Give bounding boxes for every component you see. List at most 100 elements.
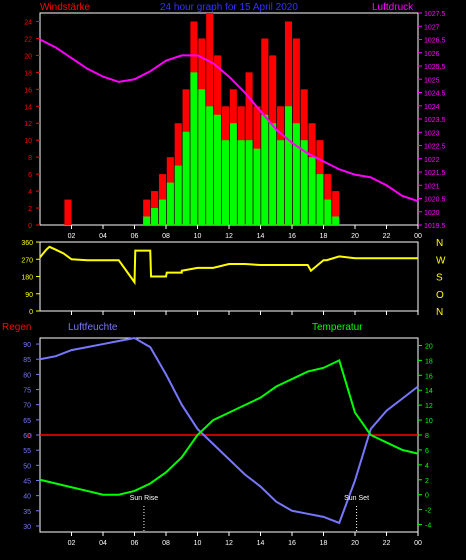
pressure-tick-label: 1025.5 — [424, 64, 446, 71]
direction-tick-label: 360 — [21, 240, 33, 247]
humidity-tick-label: 80 — [23, 372, 31, 379]
wind-average-bar — [166, 182, 174, 225]
x-tick-label: 12 — [225, 233, 233, 240]
pressure-tick-label: 1021.5 — [424, 170, 446, 177]
temperature-axis-title: Temperatur — [312, 322, 363, 333]
wind-average-bar — [253, 148, 261, 225]
pressure-tick-label: 1026 — [424, 51, 440, 58]
wind-tick-label: 18 — [24, 70, 32, 77]
humidity-tick-label: 65 — [23, 418, 31, 425]
temperature-tick-label: 14 — [425, 388, 433, 395]
pressure-tick-label: 1023.5 — [424, 117, 446, 124]
humidity-tick-label: 85 — [23, 357, 31, 364]
pressure-tick-label: 1022 — [424, 157, 440, 164]
humidity-tick-label: 35 — [23, 509, 31, 516]
wind-average-bar — [143, 216, 151, 225]
wind-average-bar — [229, 123, 237, 225]
pressure-tick-label: 1020 — [424, 210, 440, 217]
pressure-line — [39, 38, 419, 203]
compass-label: S — [436, 273, 443, 284]
wind-average-bar — [308, 157, 316, 225]
wind-tick-label: 2 — [28, 206, 32, 213]
pressure-tick-label: 1025 — [424, 77, 440, 84]
pressure-axis-title: Luftdruck — [372, 2, 414, 13]
temperature-tick-label: 0 — [425, 493, 429, 500]
x-tick-label: 20 — [351, 540, 359, 547]
pressure-tick-label: 1024 — [424, 104, 440, 111]
x-tick-label: 16 — [288, 540, 296, 547]
wind-average-bar — [284, 106, 292, 225]
wind-average-bar — [292, 123, 300, 225]
humidity-tick-label: 60 — [23, 433, 31, 440]
pressure-tick-label: 1022.5 — [424, 144, 446, 151]
x-tick-label: 08 — [162, 540, 170, 547]
humidity-tick-label: 75 — [23, 388, 31, 395]
x-tick-label: 00 — [414, 540, 422, 547]
wind-direction-line — [39, 245, 418, 286]
wind-average-bar — [237, 140, 245, 225]
wind-average-bar — [277, 140, 285, 225]
x-tick-label: 22 — [383, 233, 391, 240]
x-tick-label: 08 — [162, 233, 170, 240]
wind-average-bar — [182, 131, 190, 225]
temperature-tick-label: 2 — [425, 478, 429, 485]
wind-average-bar — [206, 106, 214, 225]
pressure-tick-label: 1027 — [424, 24, 440, 31]
wind-average-bar — [324, 199, 332, 225]
wind-gust-bar — [64, 199, 72, 225]
direction-tick-label: 90 — [25, 292, 33, 299]
compass-label: N — [436, 238, 443, 249]
wind-average-bar — [174, 165, 182, 225]
humidity-tick-label: 30 — [23, 524, 31, 531]
rain-tick-label: 0 — [28, 433, 32, 440]
x-tick-label: 02 — [68, 233, 76, 240]
wind-average-bar — [316, 174, 324, 225]
x-tick-label: 16 — [288, 233, 296, 240]
wind-average-bar — [198, 89, 206, 225]
direction-layer — [39, 245, 418, 286]
wind-average-bar — [158, 199, 166, 225]
x-tick-label: 18 — [320, 540, 328, 547]
compass-label: W — [436, 255, 446, 266]
chart-title: 24 hour graph for 15 April 2020 — [160, 2, 298, 13]
temperature-tick-label: 16 — [425, 373, 433, 380]
rain-axis-title: Regen — [2, 322, 31, 333]
humidity-tick-label: 90 — [23, 342, 31, 349]
humidity-line — [39, 336, 419, 525]
wind-tick-label: 4 — [28, 189, 32, 196]
humidity-layer: Sun Rise Sun Set — [39, 336, 419, 532]
x-tick-label: 22 — [383, 540, 391, 547]
compass-label: N — [436, 307, 443, 318]
x-tick-label: 02 — [68, 540, 76, 547]
wind-gust-bar — [332, 191, 340, 225]
wind-average-bar — [214, 114, 222, 225]
temperature-tick-label: 12 — [425, 403, 433, 410]
axis-layer: 0246810121416182022241019.510201020.5102… — [21, 11, 446, 547]
wind-tick-label: 12 — [24, 121, 32, 128]
humidity-tick-label: 70 — [23, 403, 31, 410]
wind-average-bar — [300, 140, 308, 225]
x-tick-label: 06 — [131, 233, 139, 240]
compass-label: O — [436, 290, 444, 301]
wind-average-bar — [151, 208, 159, 225]
x-tick-label: 04 — [99, 233, 107, 240]
x-tick-label: 18 — [320, 233, 328, 240]
pressure-tick-label: 1019.5 — [424, 223, 446, 230]
wind-tick-label: 20 — [24, 53, 32, 60]
x-tick-label: 00 — [414, 233, 422, 240]
temperature-tick-label: -2 — [425, 508, 431, 515]
wind-layer — [39, 13, 419, 226]
humidity-axis-title: Luftfeuchte — [68, 322, 118, 333]
temperature-tick-label: 18 — [425, 358, 433, 365]
temperature-tick-label: -4 — [425, 523, 431, 530]
wind-average-bar — [221, 140, 229, 225]
wind-tick-label: 22 — [24, 36, 32, 43]
humidity-tick-label: 50 — [23, 463, 31, 470]
direction-tick-label: 270 — [21, 257, 33, 264]
pressure-tick-label: 1027.5 — [424, 11, 446, 18]
humidity-tick-label: 55 — [23, 448, 31, 455]
wind-average-bar — [269, 123, 277, 225]
pressure-tick-label: 1024.5 — [424, 91, 446, 98]
wind-average-bar — [190, 72, 198, 225]
